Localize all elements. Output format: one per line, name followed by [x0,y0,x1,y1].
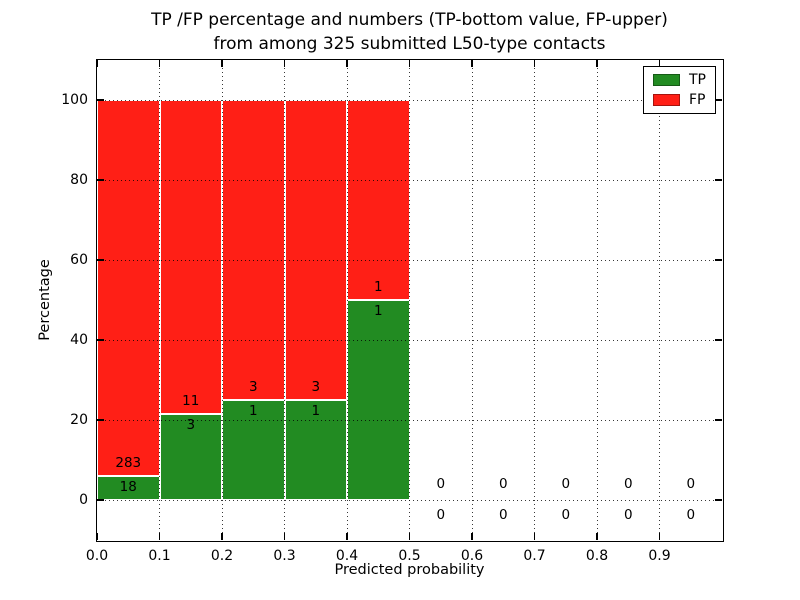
legend-swatch-fp-icon [653,94,680,106]
x-tick-label: 0.8 [585,548,609,564]
gridline-x [659,60,660,540]
y-tick-mark [715,339,722,341]
x-tick-mark [221,60,223,67]
x-tick-mark [533,60,536,67]
y-tick-mark [715,499,722,501]
tp-count-label: 3 [186,417,196,434]
x-tick-mark [96,60,98,67]
y-tick-mark [715,419,722,421]
legend-item-fp: FP [653,93,706,107]
x-tick-label: 0.5 [398,548,421,564]
fp-count-label: 3 [248,379,258,395]
chart-title-line1: TP /FP percentage and numbers (TP-bottom… [151,10,668,30]
y-tick-mark [97,499,104,501]
tp-count-label: 0 [686,507,696,523]
y-tick-mark [97,259,104,261]
tp-count-label: 18 [119,479,137,496]
chart-title-line2: from among 325 submitted L50-type contac… [213,34,606,54]
bar-segment-fp [159,100,222,415]
x-tick-mark [596,533,598,540]
x-tick-label: 0.1 [148,548,171,564]
bar-segment-fp [97,100,160,477]
x-tick-label: 0.4 [335,548,359,564]
fp-count-label: 11 [182,393,200,410]
x-tick-label: 0.9 [648,548,671,564]
bar-segment-fp [347,100,410,300]
tp-count-label: 1 [373,303,383,319]
legend-swatch-tp-icon [653,74,680,86]
plot-area: TP FP 283 18 11 3 3 1 3 1 1 1 0 0 0 0 0 0 0 0 0 0 0.0 0.1 0.2 0… [61,60,722,564]
y-tick-mark [97,339,104,341]
x-tick-label: 0.3 [273,548,296,564]
tp-count-label: 0 [561,507,571,523]
x-tick-label: 0.2 [210,548,234,564]
gridline-x [221,60,223,540]
fp-count-label: 1 [373,279,383,295]
fp-count-label: 3 [311,379,321,395]
x-tick-mark [533,533,536,540]
tp-count-label: 1 [248,403,258,419]
x-tick-mark [158,60,161,67]
x-tick-label: 0.6 [460,548,484,564]
fp-count-label: 0 [498,476,508,492]
tp-count-label: 1 [311,403,321,419]
gridline-x [409,60,410,540]
x-tick-mark [283,60,286,67]
x-tick-mark [658,533,661,540]
y-axis-label: Percentage [37,259,53,341]
x-tick-mark [471,533,473,540]
fp-count-label: 0 [561,476,571,492]
x-tick-mark [96,533,98,540]
bar-segment-tp [159,414,222,500]
fp-count-label: 0 [436,476,446,492]
x-tick-mark [408,533,411,540]
x-tick-mark [346,533,348,540]
bar-segment-fp [222,100,285,400]
x-tick-mark [596,60,598,67]
legend-item-tp: TP [653,73,706,87]
fp-count-label: 0 [623,476,633,492]
gridline-x [284,60,285,540]
x-tick-mark [283,533,286,540]
gridline-x [534,60,535,540]
gridline-x [159,60,160,540]
x-tick-mark [408,60,411,67]
x-tick-mark [158,533,161,540]
x-axis-label: Predicted probability [334,562,485,578]
y-tick-mark [715,259,722,261]
y-tick-mark [97,419,104,421]
legend-label-tp: TP [689,72,706,88]
x-tick-mark [658,60,661,67]
tp-count-label: 0 [623,507,633,523]
y-tick-label: 0 [79,492,88,508]
y-tick-label: 100 [61,92,88,108]
tp-count-label: 0 [436,507,446,523]
legend: TP FP [643,66,716,114]
bar-segment-fp [284,100,347,400]
y-tick-mark [715,99,722,101]
x-tick-label: 0.7 [523,548,546,564]
legend-label-fp: FP [689,92,706,108]
y-tick-label: 80 [70,172,88,188]
bar-segment-tp [222,400,285,500]
x-tick-mark [346,60,348,67]
gridline-x [346,60,348,540]
tp-count-label: 0 [498,507,508,523]
bar-segment-tp [347,300,410,500]
y-tick-mark [97,99,104,101]
fp-count-label: 283 [115,455,142,472]
x-tick-mark [471,60,473,67]
fp-count-label: 0 [686,476,696,492]
gridline-x [471,60,473,540]
chart-title: TP /FP percentage and numbers (TP-bottom… [97,8,722,56]
y-tick-label: 20 [70,412,88,428]
y-tick-label: 60 [70,252,88,268]
y-tick-mark [715,179,722,181]
x-tick-mark [221,533,223,540]
y-tick-mark [97,179,104,181]
gridline-x [596,60,598,540]
y-tick-label: 40 [70,332,88,348]
x-tick-label: 0.0 [85,548,109,564]
